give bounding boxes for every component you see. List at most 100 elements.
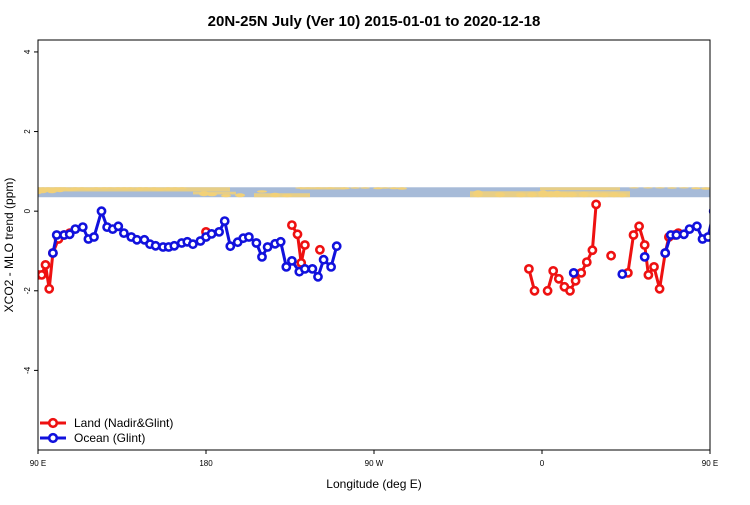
map-ocean-band [38, 187, 710, 198]
data-point [48, 248, 58, 258]
map-land-patch [701, 187, 710, 190]
y-axis-label: XCO2 - MLO trend (ppm) [2, 178, 16, 313]
data-point [44, 283, 55, 294]
map-land-patch [235, 193, 245, 198]
map-land-patch [83, 187, 93, 191]
map-land-patch [295, 187, 305, 189]
map-land-patch [609, 192, 619, 198]
data-point [716, 224, 723, 231]
data-point [740, 233, 747, 240]
x-axis: 90 E 180 90 W 0 90 E [30, 450, 718, 468]
map-land-patch [655, 187, 665, 189]
map-land-patch [199, 191, 209, 197]
data-point [581, 257, 592, 267]
data-point [628, 230, 639, 240]
data-point [679, 229, 689, 240]
data-point [206, 228, 217, 239]
map-land-patch [495, 192, 505, 198]
map-land-block [254, 193, 310, 198]
map-land-patch [325, 187, 335, 189]
data-point [299, 263, 310, 274]
data-point [548, 265, 559, 276]
map-land-patch [579, 191, 589, 198]
data-point [639, 251, 650, 262]
map-land-patch [643, 187, 653, 189]
data-point [568, 267, 579, 278]
legend-label-ocean: Ocean (Glint) [74, 431, 145, 445]
data-point [553, 273, 564, 284]
data-point [660, 248, 671, 258]
map-land-patch [629, 187, 639, 189]
map-land-patch [155, 187, 165, 191]
map-land-patch [679, 187, 689, 189]
map-land-patch [340, 187, 350, 190]
y-tick-label: 0 [23, 208, 32, 213]
series-layer [38, 199, 750, 296]
data-point [131, 234, 142, 245]
data-point [671, 230, 682, 240]
map-land-patch [380, 187, 390, 189]
data-point [529, 285, 540, 296]
map-land-patch [350, 187, 360, 189]
x-tick-label: 90 E [30, 459, 46, 468]
legend-marker-land [47, 417, 59, 429]
map-land-block [540, 187, 620, 191]
data-point [96, 206, 107, 217]
map-land-patch [91, 187, 101, 190]
map-land-patch [559, 192, 569, 198]
map-land-patch [538, 190, 548, 198]
data-point [643, 269, 654, 280]
map-land-patch [516, 192, 526, 198]
map-land-patch [389, 187, 399, 190]
data-point [286, 255, 297, 266]
chart-title: 20N-25N July (Ver 10) 2015-01-01 to 2020… [208, 13, 541, 30]
data-point [257, 251, 267, 262]
map-land-patch [207, 192, 217, 197]
map-land-patch [125, 187, 135, 190]
data-point [654, 283, 665, 294]
x-tick-label: 90 E [702, 459, 718, 468]
data-point [243, 232, 254, 242]
map-land-block [300, 187, 345, 190]
data-point [639, 240, 650, 250]
map-land-patch [313, 187, 323, 189]
data-point [331, 241, 342, 252]
data-point [292, 229, 303, 240]
map-land-patch [221, 194, 231, 198]
series-ocean [48, 206, 750, 282]
legend-label-land: Land (Nadir&Glint) [74, 416, 173, 430]
map-land-patch [599, 192, 609, 198]
map-land-patch [589, 192, 599, 198]
x-axis-label: Longitude (deg E) [326, 477, 421, 491]
data-point [565, 285, 575, 296]
data-point [746, 236, 750, 243]
data-point [733, 230, 740, 237]
data-point [703, 232, 710, 242]
data-point [113, 221, 124, 232]
data-point [64, 229, 75, 240]
map-land-patch [257, 190, 267, 193]
y-tick-label: 2 [23, 129, 32, 134]
data-point [89, 232, 99, 242]
data-point [286, 220, 297, 230]
data-point [576, 267, 587, 278]
y-axis: -4 -2 0 2 4 [23, 49, 38, 374]
data-point [119, 228, 129, 238]
map-land-patch [270, 192, 280, 198]
data-point [570, 275, 581, 286]
data-point [524, 263, 534, 274]
data-point [692, 221, 702, 232]
world-map-strip [38, 187, 710, 198]
x-tick-label: 0 [540, 459, 545, 468]
data-point [150, 240, 161, 251]
y-tick-label: -4 [23, 366, 32, 374]
data-point [214, 226, 224, 237]
data-point [606, 250, 616, 261]
legend: Land (Nadir&Glint) Ocean (Glint) [40, 416, 173, 445]
map-land-patch [282, 194, 292, 198]
data-point [542, 285, 553, 296]
data-point [708, 208, 710, 215]
data-point [275, 236, 286, 247]
data-point [314, 244, 325, 255]
